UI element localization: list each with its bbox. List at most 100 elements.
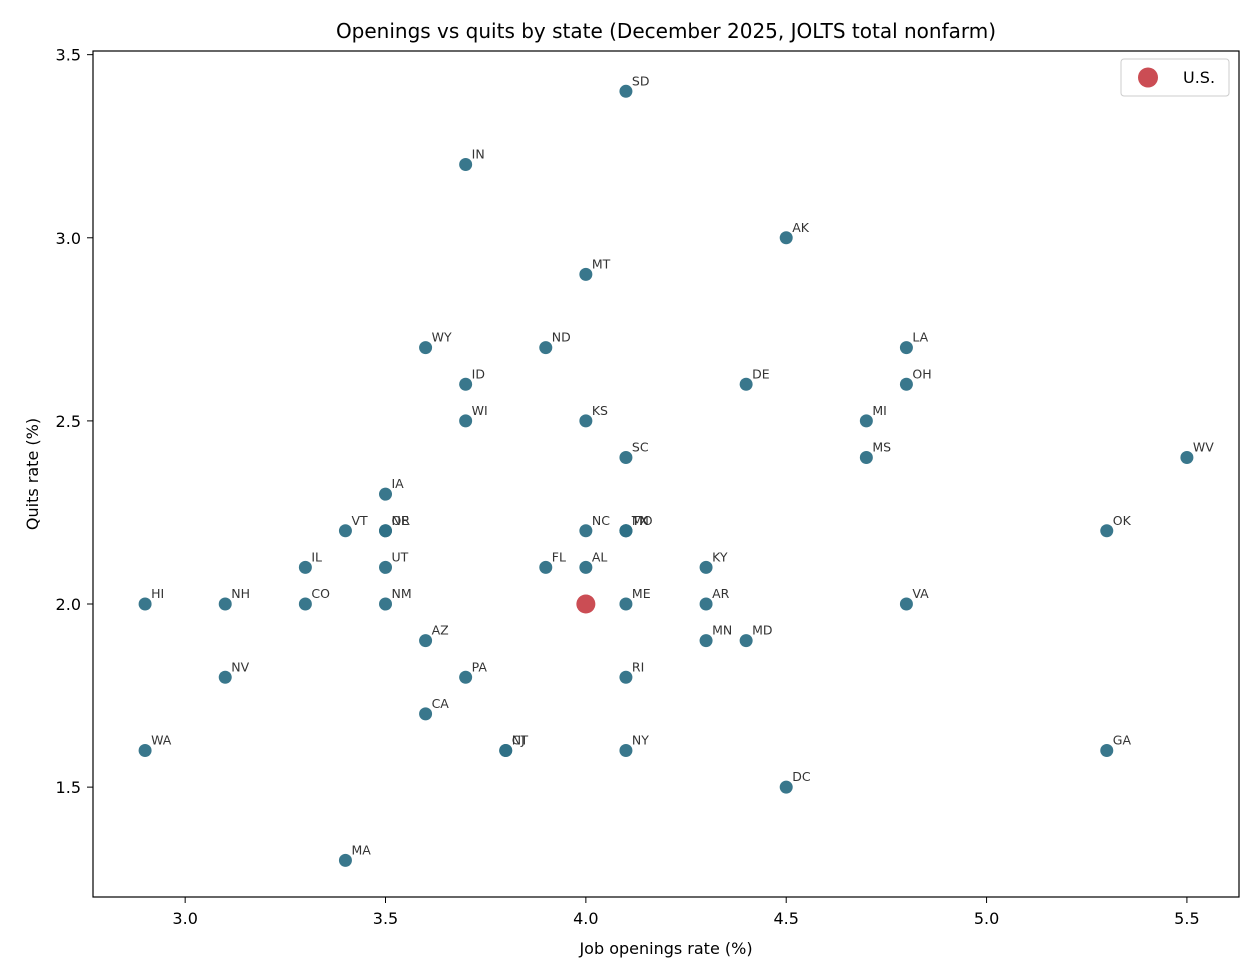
state-label: UT [392, 549, 409, 564]
state-point [419, 634, 433, 648]
state-point [699, 634, 713, 648]
state-point [138, 744, 152, 758]
state-point [899, 341, 913, 355]
state-point [899, 377, 913, 391]
state-label: AR [712, 586, 730, 601]
state-label: TN [631, 513, 649, 528]
state-point [459, 158, 473, 172]
y-axis: 1.5 2.0 2.5 3.0 3.5 [56, 46, 93, 797]
x-axis: 3.0 3.5 4.0 4.5 5.0 5.5 [172, 897, 1200, 928]
state-label: NV [231, 659, 249, 674]
state-label: OK [1113, 513, 1132, 528]
state-label: NJ [512, 733, 525, 748]
state-label: WI [472, 403, 488, 418]
state-point [1100, 744, 1114, 758]
state-label: NY [632, 733, 649, 748]
state-point [1100, 524, 1114, 538]
state-point [899, 597, 913, 611]
state-label: IL [311, 549, 322, 564]
state-label: AK [792, 220, 810, 235]
state-point [539, 341, 553, 355]
state-label: HI [151, 586, 164, 601]
state-label: MA [351, 842, 371, 857]
state-point [739, 634, 753, 648]
state-label: AZ [432, 623, 449, 638]
state-point [459, 377, 473, 391]
state-label: MD [752, 623, 772, 638]
y-tick-label: 2.5 [56, 412, 81, 431]
state-point [619, 84, 633, 98]
y-tick-label: 1.5 [56, 778, 81, 797]
state-point [138, 597, 152, 611]
x-tick-label: 4.5 [773, 909, 798, 928]
state-point [579, 267, 593, 281]
plot-frame [92, 50, 1240, 898]
state-label: WA [151, 733, 172, 748]
state-label: WY [432, 330, 452, 345]
x-axis-label: Job openings rate (%) [578, 939, 752, 958]
state-label: ME [632, 586, 651, 601]
y-tick-label: 3.5 [56, 46, 81, 65]
state-point [859, 414, 873, 428]
state-label: MN [712, 623, 732, 638]
state-label: VA [912, 586, 929, 601]
x-tick-label: 3.0 [172, 909, 197, 928]
state-point [779, 780, 793, 794]
state-label: MS [872, 440, 891, 455]
state-label: KY [712, 549, 728, 564]
legend-us-marker [1138, 67, 1158, 88]
state-point [859, 451, 873, 465]
state-label: ID [472, 366, 485, 381]
state-point [218, 597, 232, 611]
state-point [619, 451, 633, 465]
legend-us-label: U.S. [1183, 68, 1215, 87]
state-label: PA [472, 659, 488, 674]
state-label: IN [472, 147, 485, 162]
state-point [539, 560, 553, 574]
state-point [419, 707, 433, 721]
state-point [379, 597, 393, 611]
state-label: OH [912, 366, 931, 381]
state-label: KS [592, 403, 608, 418]
state-point [218, 670, 232, 684]
state-label: FL [552, 549, 566, 564]
state-label: TX [631, 513, 649, 528]
state-point [1180, 451, 1194, 465]
state-point [379, 524, 393, 538]
state-label: ND [552, 330, 571, 345]
state-label: SD [632, 73, 650, 88]
state-point [619, 597, 633, 611]
state-point [699, 560, 713, 574]
state-label: MI [872, 403, 886, 418]
state-label: RI [632, 659, 644, 674]
state-point [779, 231, 793, 245]
x-tick-label: 5.0 [974, 909, 999, 928]
state-point [379, 560, 393, 574]
y-axis-label: Quits rate (%) [23, 418, 42, 530]
state-point [619, 670, 633, 684]
x-tick-label: 4.0 [573, 909, 598, 928]
x-tick-label: 3.5 [373, 909, 398, 928]
state-point [739, 377, 753, 391]
state-point [338, 853, 352, 867]
state-label: NH [231, 586, 250, 601]
state-point [419, 341, 433, 355]
legend: U.S. [1120, 58, 1230, 97]
state-label: NM [392, 586, 412, 601]
us-point [576, 594, 596, 614]
state-label: NE [392, 513, 409, 528]
y-tick-label: 2.0 [56, 595, 81, 614]
y-tick-label: 3.0 [56, 229, 81, 248]
state-label: VT [351, 513, 368, 528]
state-label: SC [632, 440, 649, 455]
state-label: IA [392, 476, 405, 491]
state-point [619, 744, 633, 758]
state-label: GA [1113, 733, 1132, 748]
state-label: WV [1193, 440, 1214, 455]
state-label: NC [592, 513, 610, 528]
state-point [579, 524, 593, 538]
chart-title: Openings vs quits by state (December 202… [336, 19, 996, 43]
x-tick-label: 5.5 [1174, 909, 1199, 928]
